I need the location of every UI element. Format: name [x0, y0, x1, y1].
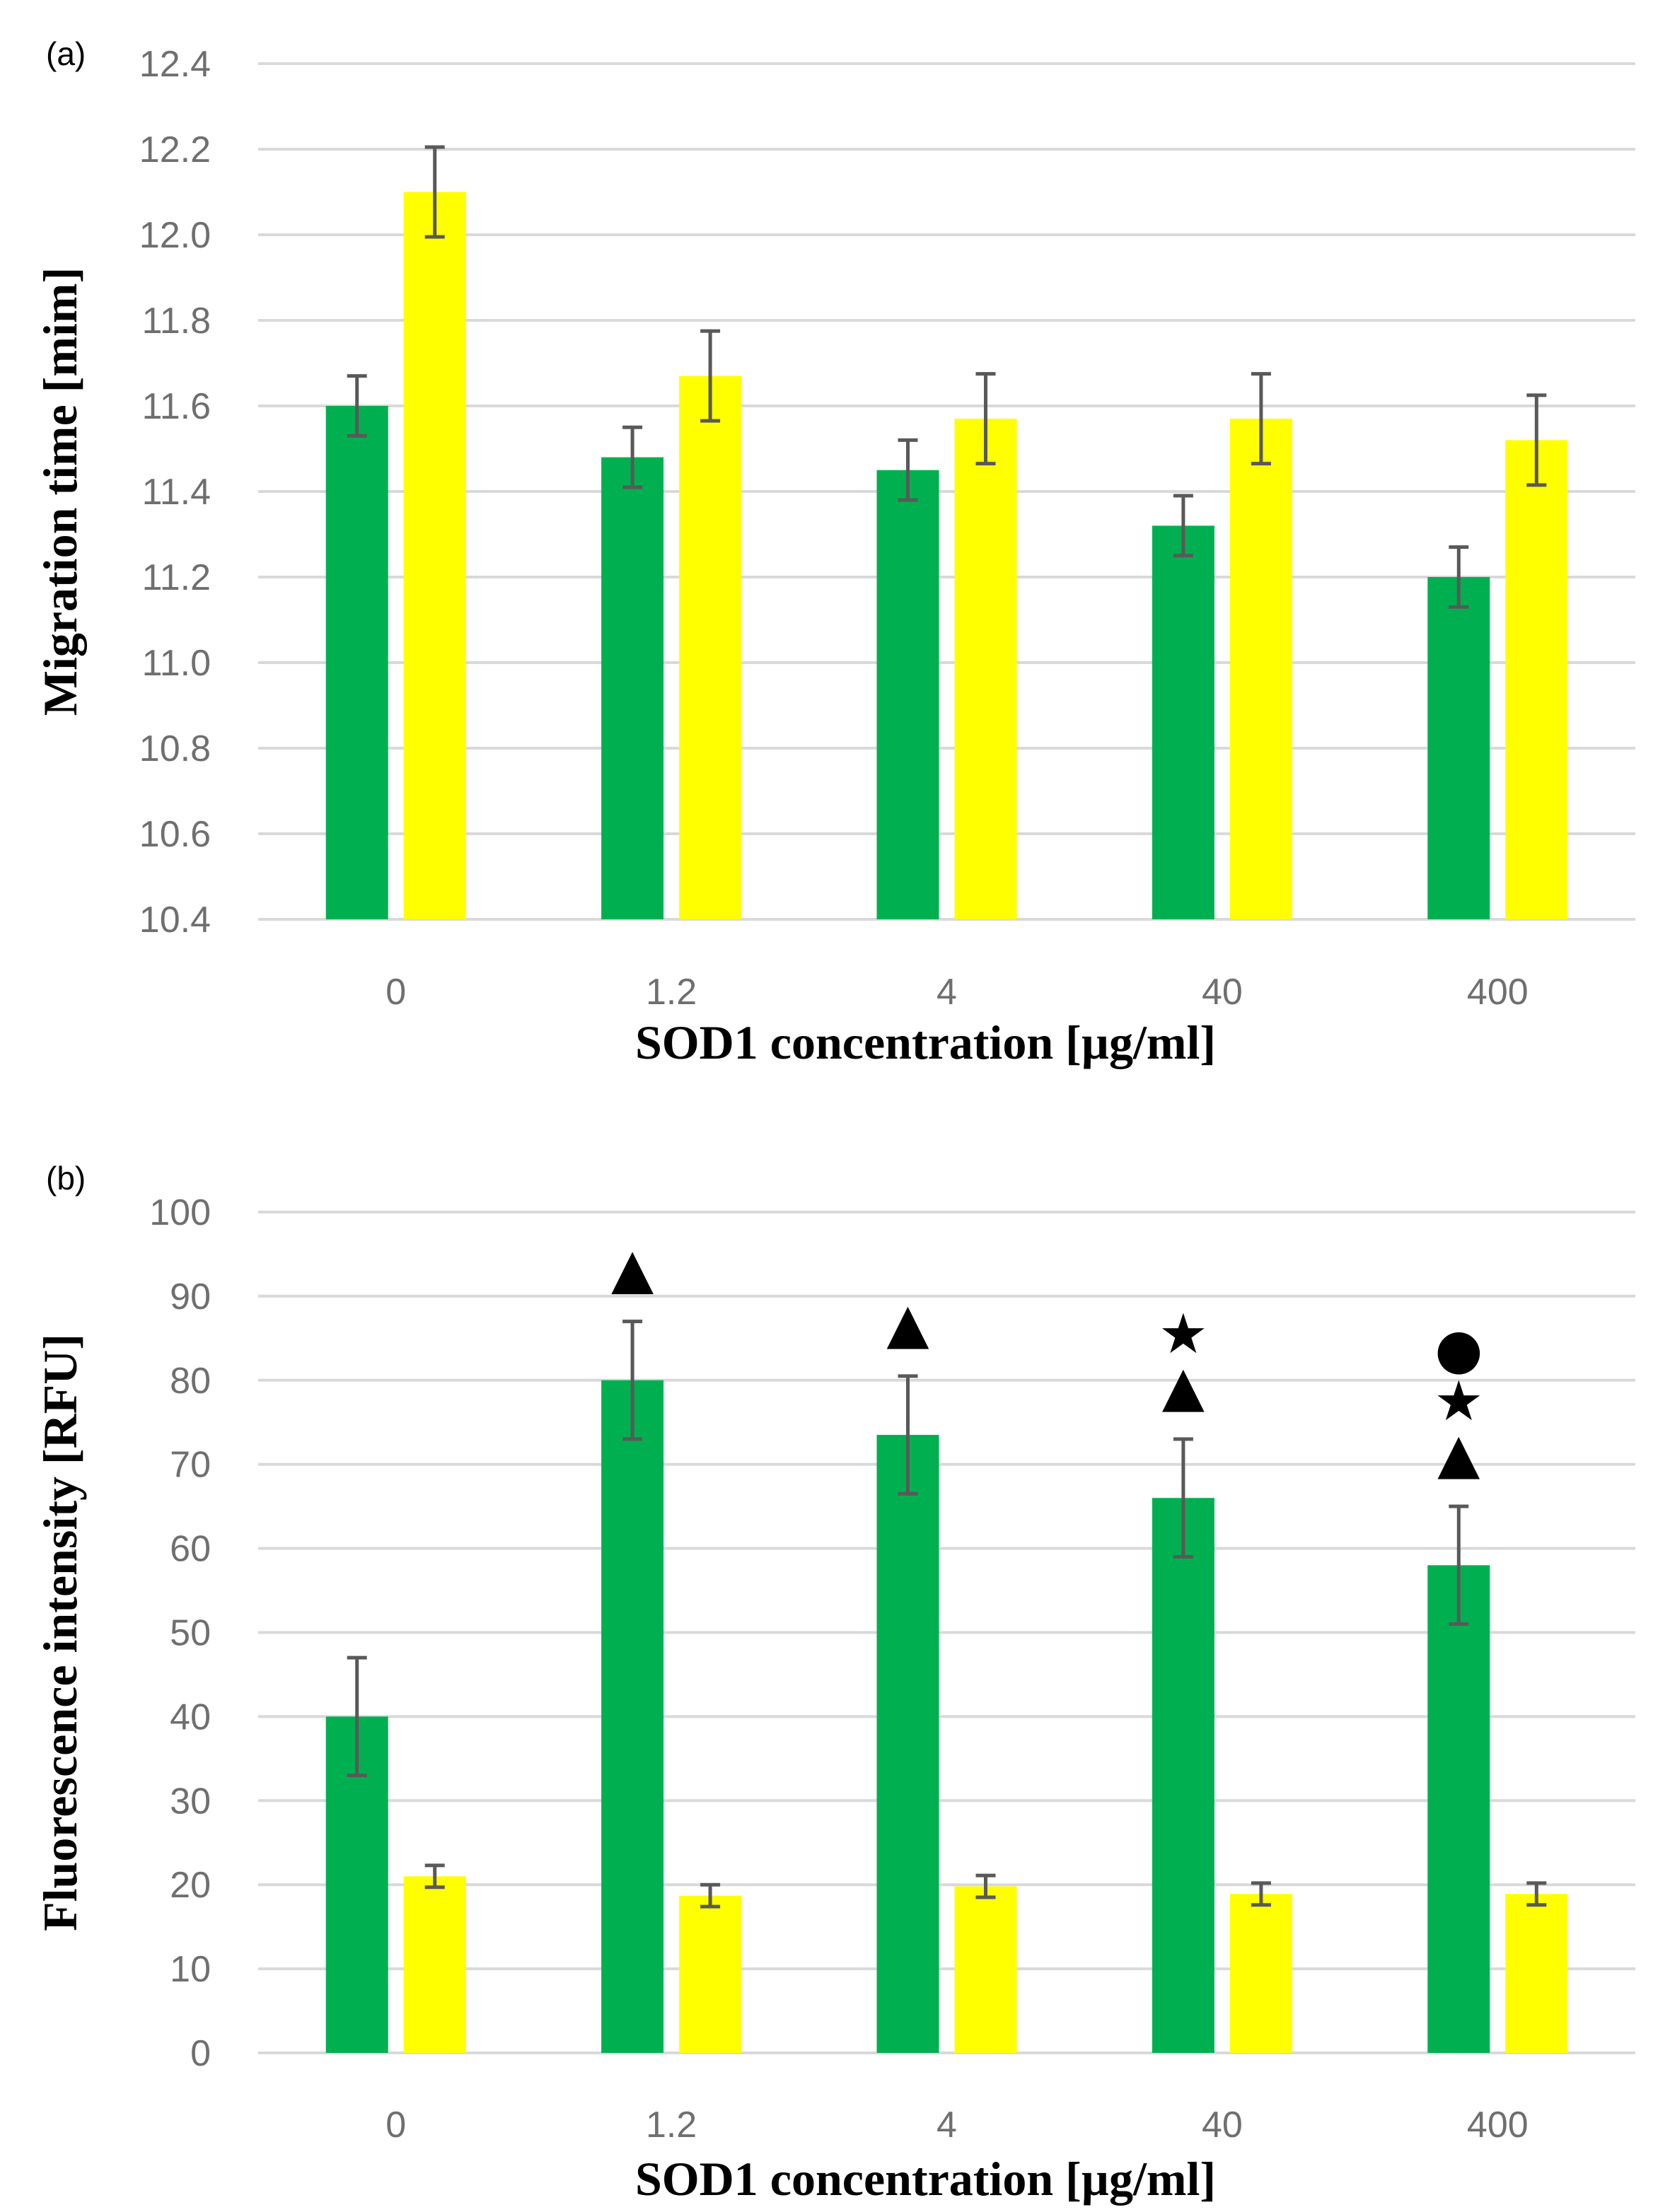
panel-label: (b) — [46, 1160, 86, 1197]
y-tick-label: 80 — [170, 1361, 211, 1402]
x-tick-label: 1.2 — [646, 2105, 697, 2146]
significance-marker: ★ — [1159, 1303, 1208, 1366]
bar-yellow — [403, 1876, 466, 2053]
x-tick-label: 0 — [385, 972, 406, 1013]
y-tick-label: 30 — [170, 1781, 211, 1822]
x-tick-label: 4 — [937, 972, 957, 1013]
y-tick-label: 60 — [170, 1529, 211, 1570]
bar-yellow — [1505, 440, 1568, 919]
y-tick-label: 10.8 — [139, 728, 211, 769]
bar-green — [325, 406, 388, 919]
y-tick-label: 11.2 — [142, 557, 211, 598]
bar-green — [876, 470, 939, 919]
y-tick-label: 11.8 — [142, 301, 211, 342]
bar-green — [876, 1435, 939, 2053]
y-tick-label: 50 — [170, 1613, 211, 1654]
y-tick-label: 12.0 — [139, 215, 211, 256]
panel-label: (a) — [46, 35, 86, 72]
y-tick-label: 12.2 — [139, 129, 211, 170]
significance-marker: ▲ — [611, 1238, 654, 1301]
bar-green — [1152, 1498, 1214, 2053]
x-tick-label: 40 — [1202, 972, 1243, 1013]
bar-green — [1152, 525, 1214, 919]
x-tick-label: 400 — [1467, 972, 1529, 1013]
x-tick-label: 40 — [1202, 2105, 1243, 2146]
bar-green — [601, 457, 664, 919]
significance-marker: ▲ — [1437, 1422, 1480, 1486]
bar-green — [601, 1380, 664, 2053]
bar-green — [1427, 577, 1490, 919]
y-tick-label: 12.4 — [139, 44, 211, 85]
x-tick-label: 1.2 — [646, 972, 697, 1013]
x-tick-label: 400 — [1467, 2105, 1529, 2146]
x-tick-label: 0 — [385, 2105, 406, 2146]
bar-green — [1427, 1565, 1490, 2053]
y-tick-label: 20 — [170, 1865, 211, 1906]
y-tick-label: 0 — [190, 2033, 211, 2074]
significance-marker: ▲ — [1162, 1355, 1205, 1419]
bar-yellow — [403, 192, 466, 919]
y-axis-title: Fluorescence intensity [RFU] — [33, 1334, 87, 1931]
y-axis-title: Migration time [mim] — [33, 267, 87, 716]
x-tick-label: 4 — [937, 2105, 957, 2146]
bar-yellow — [954, 1886, 1017, 2053]
y-tick-label: 100 — [149, 1192, 211, 1233]
y-tick-label: 70 — [170, 1445, 211, 1486]
bar-yellow — [679, 1895, 742, 2053]
chart-panel-a: 10.4 10.6 10.8 11.0 11.2 11.4 11.6 11.8 12.0 12.2… — [33, 35, 1635, 1069]
bar-yellow — [1229, 1894, 1292, 2053]
y-tick-label: 10.6 — [139, 814, 211, 855]
y-tick-label: 11.6 — [142, 386, 211, 427]
y-tick-label: 11.0 — [142, 643, 211, 684]
x-axis-title: SOD1 concentration [µg/ml] — [635, 2152, 1216, 2206]
bar-yellow — [1229, 419, 1292, 919]
bar-yellow — [679, 376, 742, 919]
bar-yellow — [1505, 1894, 1568, 2053]
bar-yellow — [954, 419, 1017, 919]
x-axis-title: SOD1 concentration [µg/ml] — [635, 1015, 1216, 1069]
y-tick-label: 90 — [170, 1276, 211, 1317]
significance-marker: ▲ — [887, 1292, 929, 1356]
significance-marker: ● — [1434, 1317, 1483, 1381]
y-tick-label: 40 — [170, 1696, 211, 1737]
y-tick-label: 11.4 — [142, 472, 211, 513]
significance-marker: ★ — [1434, 1370, 1483, 1433]
y-tick-label: 10 — [170, 1949, 211, 1990]
y-tick-label: 10.4 — [139, 900, 211, 941]
